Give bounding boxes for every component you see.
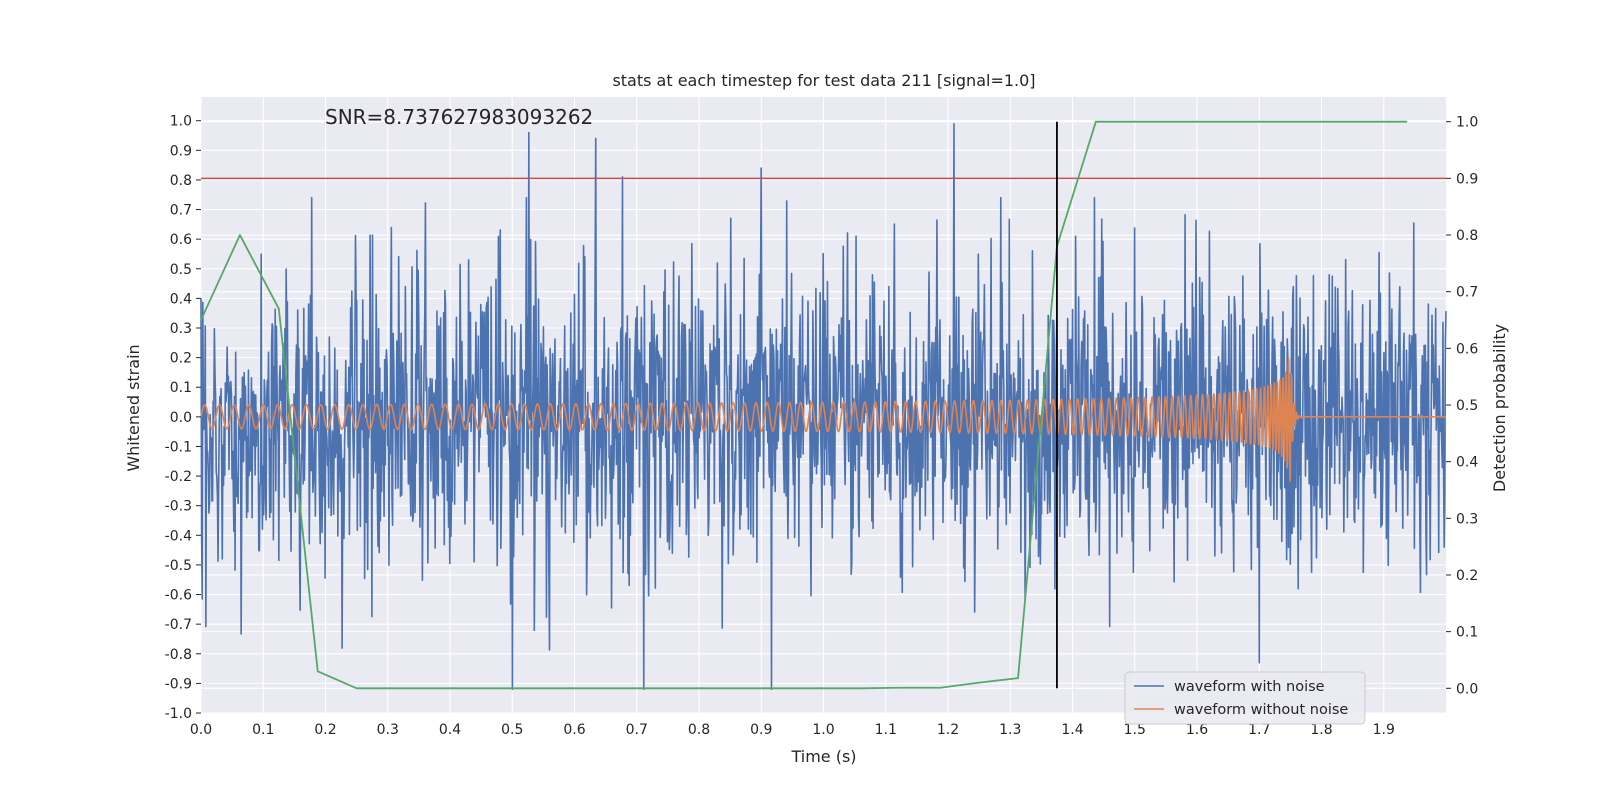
- y-tick-label: -0.4: [165, 528, 192, 544]
- y2-tick-label: 1.0: [1456, 115, 1478, 131]
- y2-tick-label: 0.6: [1456, 341, 1478, 357]
- y-tick-label: -0.6: [165, 588, 192, 604]
- x-tick-label: 1.3: [999, 722, 1021, 738]
- x-tick-label: 0.8: [688, 722, 710, 738]
- x-tick-label: 0.0: [190, 722, 212, 738]
- y-tick-label: 0.2: [170, 351, 192, 367]
- y-tick-label: 1.0: [170, 114, 192, 130]
- y-tick-label: -0.8: [165, 647, 192, 663]
- x-tick-label: 0.5: [501, 722, 523, 738]
- y-tick-label: 0.7: [170, 203, 192, 219]
- y-tick-label: 0.9: [170, 143, 192, 159]
- legend: waveform with noise waveform without noi…: [1124, 671, 1366, 725]
- x-tick-label: 1.4: [1061, 722, 1083, 738]
- legend-label-noise: waveform with noise: [1174, 679, 1325, 695]
- y2-axis-ticks: 1.0 0.9 0.8 0.7 0.6 0.5 0.4 0.3 0.2 0.1 0.0: [1446, 115, 1478, 697]
- x-tick-label: 1.1: [875, 722, 897, 738]
- series-waveform-without-noise-group: [200, 357, 1447, 483]
- y-tick-label: -0.3: [165, 499, 192, 515]
- y-tick-label: 0.0: [170, 410, 192, 426]
- y-tick-label: 0.1: [170, 380, 192, 396]
- series-line-waveform-with-noise: [200, 122, 1447, 691]
- snr-annotation: SNR=8.737627983093262: [325, 105, 593, 129]
- x-tick-label: 1.8: [1310, 722, 1332, 738]
- x-tick-label: 1.7: [1248, 722, 1270, 738]
- y2-tick-label: 0.9: [1456, 171, 1478, 187]
- series-line-detection-probability: [200, 120, 1408, 690]
- x-tick-label: 0.7: [626, 722, 648, 738]
- y2-tick-label: 0.7: [1456, 285, 1478, 301]
- y-tick-label: -0.7: [165, 617, 192, 633]
- x-tick-label: 0.6: [563, 722, 585, 738]
- x-tick-label: 1.2: [937, 722, 959, 738]
- y-axis-ticks: 1.0 0.9 0.8 0.7 0.6 0.5 0.4 0.3 0.2 0.1 0.0 -0.1 -0.…: [165, 114, 201, 722]
- x-tick-label: 0.9: [750, 722, 772, 738]
- x-axis-ticks: 0.0 0.1 0.2 0.3 0.4 0.5 0.6 0.7 0.8 0.9 1.0 1.1 1.2 1…: [190, 722, 1395, 738]
- y-tick-label: 0.5: [170, 262, 192, 278]
- y2-axis-label: Detection probability: [1490, 324, 1509, 492]
- y-tick-label: 0.3: [170, 321, 192, 337]
- y2-tick-label: 0.3: [1456, 511, 1478, 527]
- x-tick-label: 0.3: [377, 722, 399, 738]
- y-tick-label: 0.6: [170, 232, 192, 248]
- y-tick-label: 0.8: [170, 173, 192, 189]
- y-tick-label: -0.9: [165, 676, 192, 692]
- x-tick-label: 1.5: [1124, 722, 1146, 738]
- y-axis-label: Whitened strain: [124, 344, 143, 471]
- y-tick-label: 0.4: [170, 291, 192, 307]
- x-tick-label: 0.1: [252, 722, 274, 738]
- y-tick-label: -1.0: [165, 706, 192, 722]
- series-detection-probability-group: [200, 120, 1408, 690]
- x-tick-label: 0.2: [314, 722, 336, 738]
- x-tick-label: 0.4: [439, 722, 461, 738]
- y-tick-label: -0.2: [165, 469, 192, 485]
- y-tick-label: -0.5: [165, 558, 192, 574]
- x-axis-label: Time (s): [790, 747, 856, 766]
- y2-tick-label: 0.4: [1456, 455, 1478, 471]
- legend-box: [1124, 671, 1366, 725]
- chart-title: stats at each timestep for test data 211…: [612, 71, 1035, 90]
- y2-tick-label: 0.0: [1456, 681, 1478, 697]
- y-tick-label: -0.1: [165, 439, 192, 455]
- x-tick-label: 1.0: [812, 722, 834, 738]
- y2-tick-label: 0.5: [1456, 398, 1478, 414]
- y2-tick-label: 0.1: [1456, 625, 1478, 641]
- legend-label-clean: waveform without noise: [1174, 702, 1348, 718]
- x-tick-label: 1.9: [1373, 722, 1395, 738]
- series-waveform-with-noise-group: [200, 122, 1447, 691]
- x-tick-label: 1.6: [1186, 722, 1208, 738]
- y2-tick-label: 0.8: [1456, 228, 1478, 244]
- y2-tick-label: 0.2: [1456, 568, 1478, 584]
- series-line-waveform-without-noise: [200, 357, 1447, 483]
